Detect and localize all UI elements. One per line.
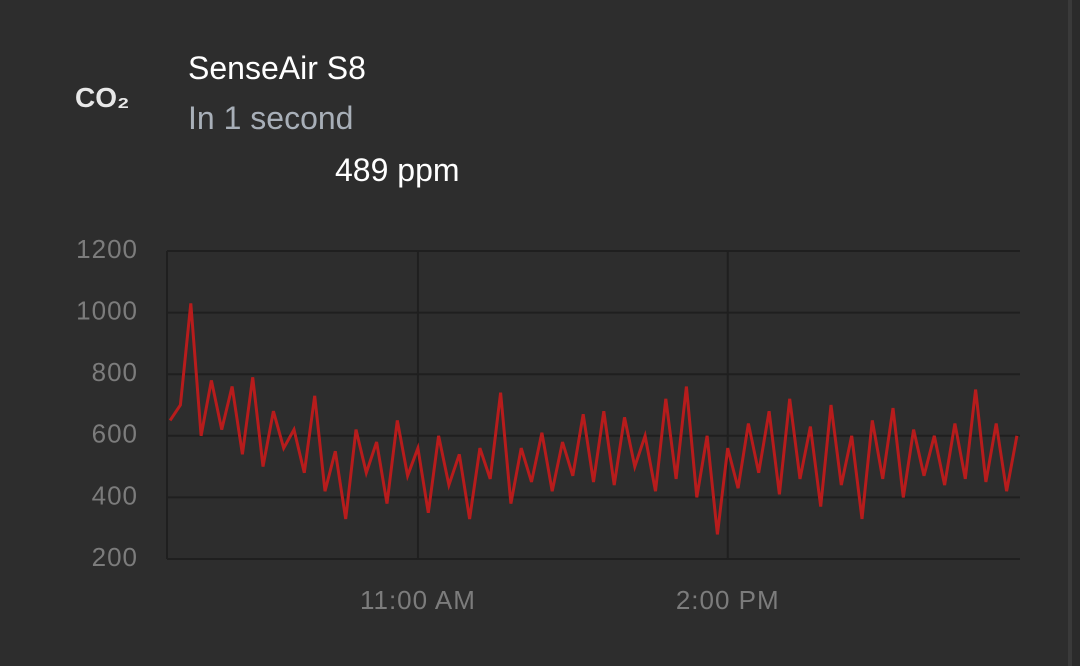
icon: CO₂ (75, 82, 130, 113)
data-line (168, 303, 1019, 535)
y-tick-label: 800 (92, 357, 138, 387)
y-tick-label: 400 (92, 480, 138, 510)
x-tick-label: 11:00 AM (360, 585, 476, 615)
x-tick-label: 2:00 PM (676, 585, 780, 615)
y-tick-label: 1000 (76, 295, 138, 325)
y-tick-label: 600 (92, 419, 138, 449)
subtitle: In 1 second (188, 100, 354, 136)
y-tick-label: 1200 (76, 234, 138, 264)
title: SenseAir S8 (188, 50, 366, 86)
y-tick-label: 200 (92, 542, 138, 572)
state: 489 ppm (335, 152, 460, 188)
